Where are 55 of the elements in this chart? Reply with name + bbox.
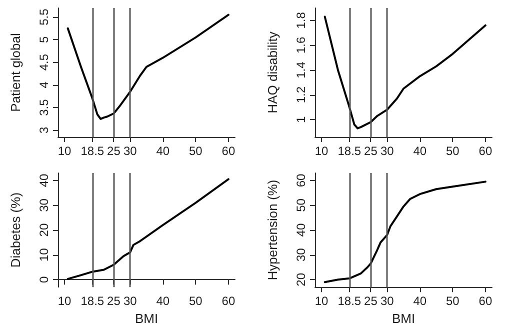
x-tick-label: 60 [478,144,492,158]
x-tick-label: 30 [123,294,138,308]
x-tick-label: 30 [123,144,138,158]
y-tick-label: 3.5 [37,98,51,116]
y-tick-label: 1.4 [294,61,308,78]
y-tick-label: 4.5 [37,54,51,71]
x-tick-label: 50 [446,144,460,158]
y-tick-label: 1.2 [294,86,308,104]
x-tick-label: 18.5 [338,144,362,158]
x-tick-label: 10 [314,294,329,308]
x-tick-label: 40 [156,144,170,158]
x-tick-label: 25 [107,294,121,308]
y-tick-label: 30 [37,198,51,212]
y-tick-label: 3 [37,126,51,134]
x-tick-label: 18.5 [80,144,104,158]
y-tick-label: 5 [37,36,51,44]
x-tick-label: 25 [364,144,378,158]
y-tick-label: 4 [37,81,51,88]
x-tick-label: 30 [380,294,394,308]
y-tick-label: 0 [37,276,51,283]
y-axis-title: Hypertension (%) [265,180,280,280]
y-axis-title: HAQ disability [265,31,280,114]
x-tick-label: 60 [478,294,492,308]
y-tick-label: 1 [294,116,308,123]
y-tick-label: 5.5 [37,8,51,26]
y-tick-label: 30 [294,248,308,262]
x-tick-label: 25 [107,144,121,158]
y-tick-label: 50 [294,198,308,212]
x-tick-label: 10 [314,144,329,158]
x-tick-label: 25 [364,294,378,308]
x-tick-label: 50 [188,144,203,158]
y-axis-title: Patient global [8,33,23,112]
x-tick-label: 50 [188,294,203,308]
x-tick-label: 18.5 [338,294,362,308]
x-tick-label: 10 [58,144,72,158]
y-axis-title: Diabetes (%) [8,192,23,268]
x-tick-label: 40 [413,144,427,158]
x-axis-title: BMI [392,311,416,326]
y-tick-label: 10 [37,248,51,262]
x-tick-label: 40 [413,294,427,308]
y-tick-label: 20 [294,272,308,286]
y-tick-label: 1.8 [294,12,308,29]
x-tick-label: 50 [446,294,460,308]
x-tick-label: 60 [222,144,236,158]
x-tick-label: 30 [380,144,394,158]
x-tick-label: 60 [222,294,236,308]
y-tick-label: 60 [294,173,308,188]
x-axis-title: BMI [134,311,158,326]
x-tick-label: 40 [156,294,170,308]
y-tick-label: 40 [294,223,308,237]
y-tick-label: 1.6 [294,36,308,54]
x-tick-label: 18.5 [80,294,104,308]
y-tick-label: 20 [37,223,51,237]
y-tick-label: 40 [37,173,51,188]
x-tick-label: 10 [58,294,72,308]
